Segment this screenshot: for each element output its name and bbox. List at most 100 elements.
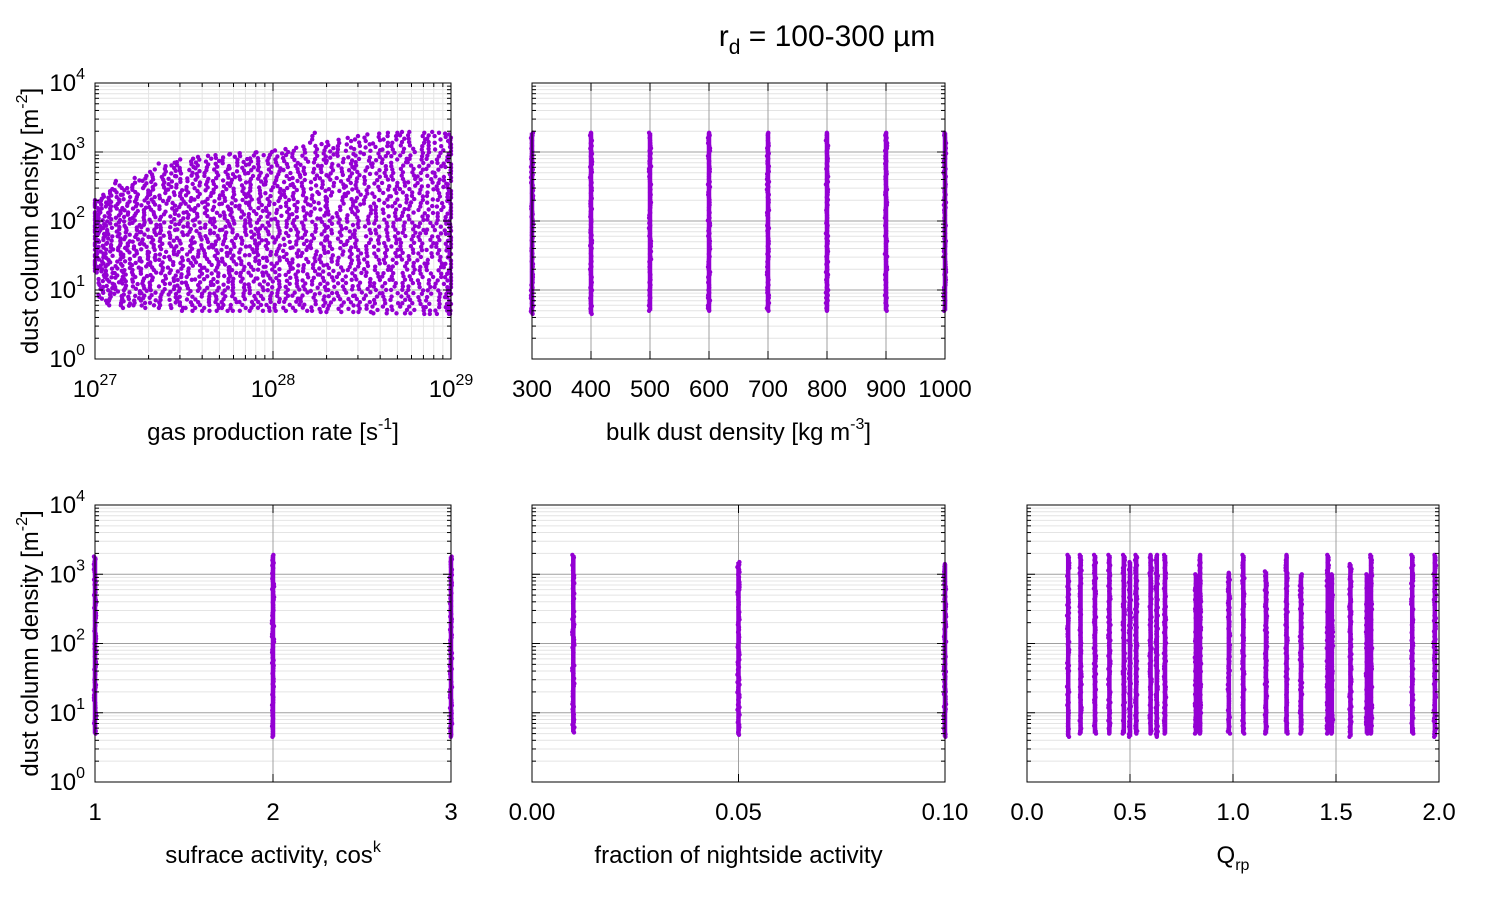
data-point: [310, 262, 316, 267]
data-point: [153, 252, 158, 258]
point-column: [1077, 552, 1084, 736]
data-point: [400, 149, 406, 155]
data-point: [375, 178, 380, 183]
data-point: [283, 308, 289, 313]
data-point: [235, 233, 240, 238]
data-point: [183, 305, 188, 311]
data-point: [256, 241, 262, 246]
data-point: [373, 144, 378, 150]
data-point: [133, 286, 139, 291]
data-point: [385, 204, 391, 209]
data-point: [363, 273, 368, 278]
data-point: [193, 206, 198, 211]
data-point: [211, 276, 216, 282]
data-point: [393, 133, 399, 139]
data-point: [382, 297, 387, 303]
data-point: [359, 270, 364, 276]
data-point: [341, 249, 346, 254]
data-point: [293, 308, 298, 313]
data-point: [434, 244, 439, 249]
data-point: [282, 242, 287, 248]
data-point: [441, 161, 446, 166]
data-point: [430, 203, 435, 209]
data-point: [325, 224, 331, 230]
data-point: [286, 149, 291, 155]
data-point: [153, 290, 158, 295]
data-point: [165, 187, 171, 192]
data-point: [228, 247, 233, 252]
data-point: [121, 292, 127, 297]
data-point: [309, 196, 314, 201]
y-tick-label: 102: [49, 627, 85, 658]
data-point: [112, 291, 117, 296]
data-point: [112, 270, 117, 276]
data-point: [294, 206, 300, 211]
data-point: [212, 225, 218, 230]
data-point: [337, 204, 343, 209]
data-point: [436, 288, 441, 293]
data-point: [278, 204, 283, 210]
data-point: [406, 254, 411, 259]
data-point: [415, 278, 421, 283]
data-point: [419, 184, 424, 189]
data-point: [374, 254, 379, 259]
data-point: [400, 190, 406, 195]
data-point: [369, 207, 374, 213]
data-point: [362, 135, 367, 140]
data-point: [311, 166, 317, 172]
data-point: [361, 267, 367, 272]
data-point: [173, 273, 178, 278]
data-point: [98, 249, 103, 254]
data-point: [425, 183, 431, 189]
data-point: [385, 307, 390, 313]
data-point: [386, 187, 391, 192]
data-point: [432, 147, 438, 152]
data-point: [373, 217, 379, 223]
data-point: [425, 214, 430, 219]
data-point: [402, 136, 407, 141]
point-column: [735, 559, 742, 737]
data-point: [177, 238, 182, 243]
data-point: [399, 213, 405, 219]
data-point: [425, 200, 430, 205]
data-point: [167, 195, 172, 200]
data-point: [202, 265, 207, 270]
data-point: [402, 277, 408, 282]
data-point: [203, 222, 208, 227]
data-point: [340, 268, 346, 273]
data-point: [176, 249, 181, 255]
data-point: [373, 264, 378, 269]
data-point: [311, 170, 316, 175]
data-point: [376, 134, 381, 140]
data-point: [280, 155, 286, 161]
data-point: [375, 271, 380, 276]
data-point: [388, 287, 394, 293]
data-point: [361, 296, 367, 301]
data-point: [294, 215, 300, 220]
data-point: [356, 156, 362, 162]
data-point: [389, 143, 394, 149]
data-point: [203, 159, 209, 164]
data-point: [438, 231, 444, 236]
data-point: [335, 147, 341, 152]
data-point: [230, 172, 236, 177]
data-point: [267, 211, 272, 216]
data-point: [316, 191, 322, 197]
data-point: [255, 305, 261, 310]
data-point: [283, 272, 288, 278]
data-point: [362, 178, 368, 183]
data-point: [121, 252, 126, 257]
data-point: [151, 303, 157, 308]
data-point: [383, 174, 388, 179]
data-point: [410, 280, 416, 286]
data-point: [425, 190, 430, 195]
data-point: [343, 274, 348, 279]
data-point: [340, 284, 346, 289]
data-point: [407, 143, 413, 148]
data-point: [243, 305, 248, 311]
data-point: [263, 238, 269, 243]
data-point: [272, 264, 277, 269]
data-point: [424, 264, 429, 269]
data-point: [397, 237, 402, 242]
data-point: [411, 227, 416, 232]
